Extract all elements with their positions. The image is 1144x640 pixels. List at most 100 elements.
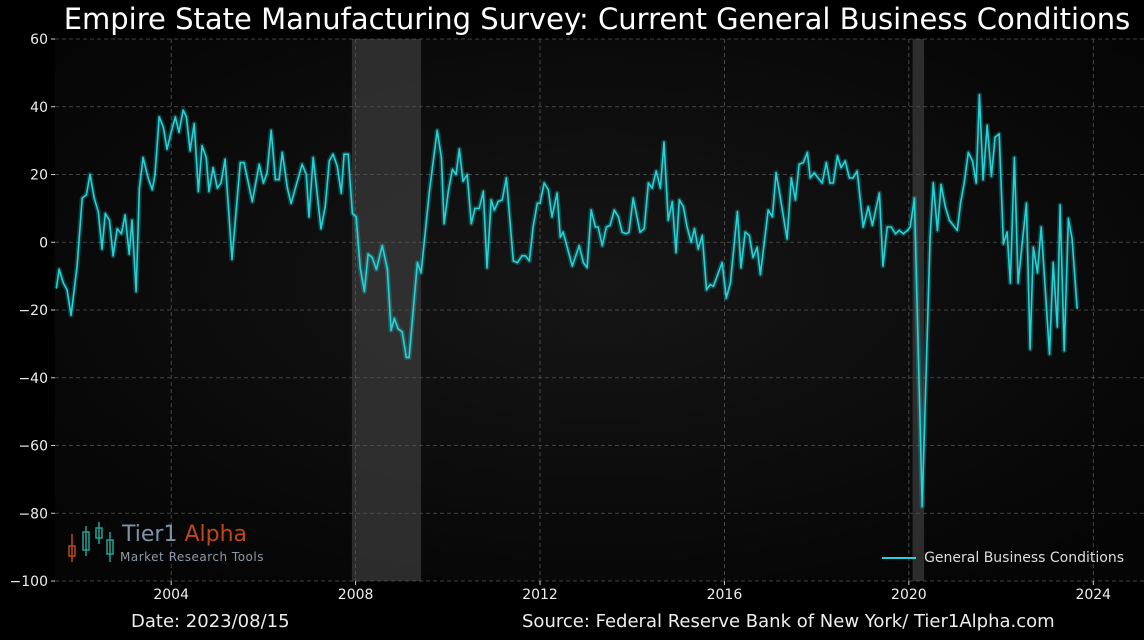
data-point (1067, 217, 1070, 220)
data-point (328, 160, 331, 162)
y-tick-label: −60 (18, 439, 48, 455)
data-point (85, 194, 88, 196)
data-point (1059, 204, 1061, 206)
data-point (582, 261, 585, 264)
data-point (906, 229, 909, 232)
data-point (320, 227, 322, 230)
data-point (740, 266, 742, 269)
data-point (340, 192, 343, 194)
data-point (986, 124, 989, 127)
data-point (62, 282, 65, 284)
data-point (655, 170, 658, 172)
data-point (458, 148, 461, 150)
data-point (967, 151, 970, 154)
logo-name-part2: Alpha (184, 522, 248, 547)
data-point (1056, 326, 1059, 328)
data-point (371, 256, 374, 259)
data-point (1017, 282, 1019, 284)
data-point (231, 258, 233, 260)
data-point (1036, 271, 1039, 274)
y-tick-label: −100 (10, 574, 48, 590)
data-point (1071, 238, 1073, 240)
data-point (401, 331, 403, 333)
data-point (58, 268, 60, 271)
data-point (678, 199, 681, 201)
data-point (451, 168, 454, 171)
data-point (802, 161, 805, 164)
data-point (189, 149, 191, 152)
data-point (590, 209, 593, 211)
data-point (501, 199, 504, 201)
data-point (882, 265, 884, 267)
data-point (490, 199, 492, 201)
data-point (902, 232, 905, 235)
data-point (174, 116, 177, 118)
data-point (578, 244, 581, 247)
data-point (756, 246, 758, 249)
data-point (274, 178, 277, 181)
data-point (185, 116, 188, 118)
data-point (243, 161, 245, 164)
data-point (913, 197, 916, 200)
data-point (940, 183, 942, 186)
data-point (162, 126, 165, 128)
data-point (701, 234, 704, 237)
chart-title: Empire State Manufacturing Survey: Curre… (63, 2, 1131, 36)
data-point (556, 192, 558, 194)
data-point (613, 209, 616, 211)
data-point (775, 172, 777, 174)
data-point (605, 226, 608, 228)
data-point (482, 190, 485, 193)
data-point (505, 177, 508, 179)
data-point (932, 182, 935, 184)
data-point (852, 177, 854, 179)
data-point (93, 197, 95, 200)
data-point (990, 175, 993, 177)
data-point (709, 283, 711, 286)
data-point (151, 188, 154, 191)
x-tick-label: 2012 (522, 587, 558, 603)
y-tick-label: −80 (18, 506, 48, 522)
data-point (528, 260, 531, 262)
data-point (963, 182, 965, 184)
data-point (512, 260, 515, 262)
data-point (825, 161, 828, 164)
data-point (1032, 246, 1035, 249)
data-point (894, 232, 897, 235)
data-point (551, 216, 553, 218)
data-point (436, 129, 439, 132)
data-point (809, 177, 811, 179)
data-point (393, 317, 396, 320)
data-point (813, 172, 816, 174)
data-point (443, 222, 445, 225)
data-point (752, 256, 754, 259)
data-point (632, 197, 634, 200)
data-point (690, 241, 693, 244)
data-point (220, 182, 222, 184)
data-point (347, 153, 350, 155)
data-point (848, 177, 851, 179)
data-point (744, 231, 746, 233)
data-point (116, 227, 119, 230)
data-point (420, 271, 422, 274)
data-point (625, 232, 628, 235)
data-point (290, 202, 292, 205)
data-point (158, 116, 160, 118)
data-point (1013, 156, 1016, 159)
data-point (154, 173, 156, 176)
data-point (416, 261, 419, 264)
data-point (367, 253, 369, 255)
data-point (197, 190, 200, 193)
data-point (332, 153, 334, 155)
data-point (89, 173, 91, 176)
footer-date: Date: 2023/08/15 (131, 611, 290, 632)
data-point (643, 227, 646, 230)
data-point (142, 156, 144, 159)
data-point (712, 285, 715, 288)
data-point (524, 255, 527, 257)
data-point (886, 226, 888, 228)
data-point (836, 155, 839, 157)
legend-label: General Business Conditions (924, 550, 1124, 566)
y-tick-label: 60 (30, 32, 48, 48)
data-point (978, 94, 981, 96)
